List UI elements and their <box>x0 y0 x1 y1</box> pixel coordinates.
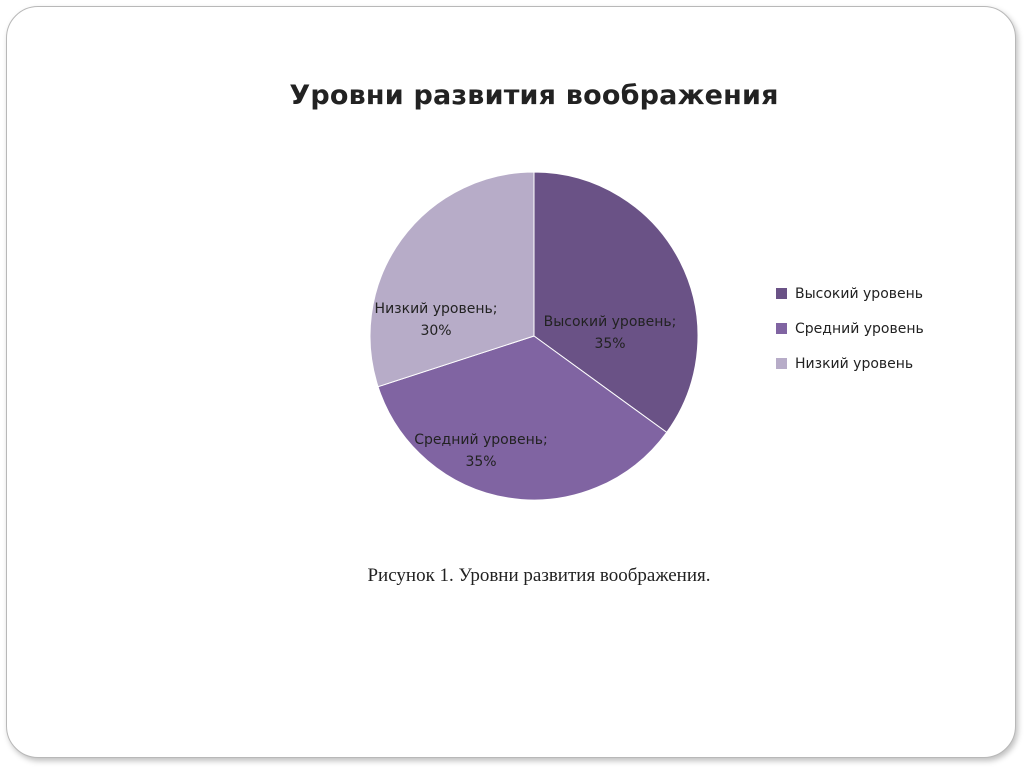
legend-swatch-medium <box>776 323 787 334</box>
data-label-medium-value: 35% <box>465 454 496 470</box>
pie-slice-low <box>369 171 535 388</box>
legend-swatch-low <box>776 358 787 369</box>
legend-item-high: Высокий уровень <box>776 276 924 311</box>
legend-label-medium: Средний уровень <box>795 320 924 337</box>
pie-slice-medium <box>377 335 668 501</box>
legend-label-high: Высокий уровень <box>795 285 924 302</box>
pie-slice-high <box>533 171 699 434</box>
legend-swatch-high <box>776 288 787 299</box>
data-label-medium-name: Средний уровень; <box>414 432 547 448</box>
legend-item-low: Низкий уровень <box>776 346 924 381</box>
data-label-high-name: Высокий уровень; <box>544 314 677 330</box>
data-label-low-name: Низкий уровень; <box>375 301 498 317</box>
chart-title: Уровни развития воображения <box>289 80 779 111</box>
legend-label-low: Низкий уровень <box>795 355 914 372</box>
data-label-high-value: 35% <box>594 336 625 352</box>
legend-item-medium: Средний уровень <box>776 311 924 346</box>
data-label-low-value: 30% <box>420 323 451 339</box>
figure-caption: Рисунок 1. Уровни развития воображения. <box>367 565 711 586</box>
chart-legend: Высокий уровень Средний уровень Низкий у… <box>776 276 924 381</box>
